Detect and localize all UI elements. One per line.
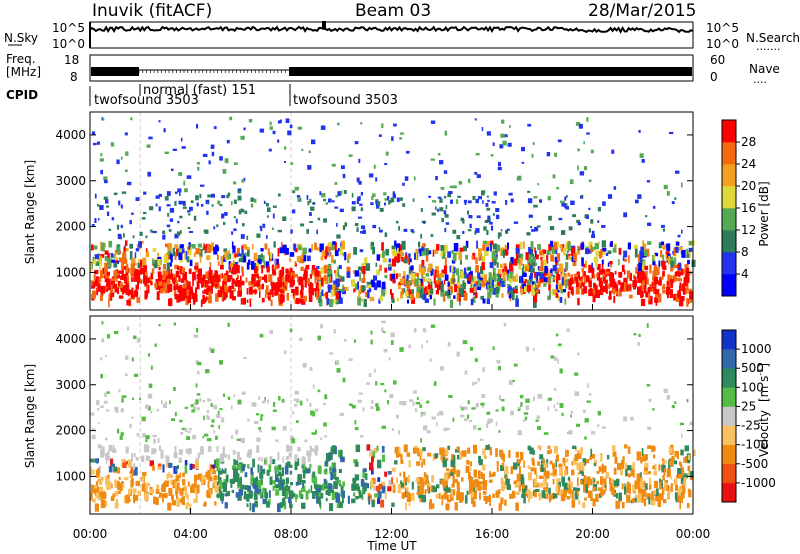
y-tick-label: 3000: [55, 174, 86, 188]
x-tick-label: 20:00: [575, 527, 610, 541]
velocity-colorbar-tick: -100: [741, 438, 768, 452]
velocity-colorbar-tick: 500: [741, 361, 764, 375]
power-colorbar-tick: 4: [741, 267, 749, 281]
velocity-colorbar-tick: -500: [741, 457, 768, 471]
colorbar-segment: [722, 142, 736, 165]
velocity-colorbar-tick: -1000: [741, 476, 776, 490]
velocity-label-units: [m s: [757, 376, 771, 402]
power-colorbar-tick: 16: [741, 201, 756, 215]
colorbar-segment: [722, 120, 736, 143]
noise-left-tick-top: 10^5: [52, 21, 85, 35]
velocity-colorbar-label: Velocity [m s-1]: [756, 363, 771, 457]
colorbar-segment: [722, 463, 736, 484]
cpid-segment-2: twofsound 3503: [293, 93, 398, 108]
freq-label-bottom: [MHz]: [6, 65, 41, 79]
x-tick-label: 16:00: [475, 527, 510, 541]
nave-tick-bottom: 0: [710, 70, 718, 84]
power-colorbar-tick: 20: [741, 179, 756, 193]
cpid-panel: CPID twofsound 3503 normal (fast) 151 tw…: [6, 83, 398, 108]
colorbar-segment: [722, 164, 736, 187]
colorbar-segment: [722, 444, 736, 465]
colorbar-segment: [722, 349, 736, 369]
power-colorbar-tick: 28: [741, 135, 756, 149]
power-colorbar-tick: 24: [741, 157, 756, 171]
power-colorbar: 28 24 20 16 12 8 4: [721, 119, 756, 297]
nave-label: Nave: [749, 62, 780, 76]
y-tick-label: 4000: [55, 128, 86, 142]
station-title: Inuvik (fitACF): [92, 1, 212, 21]
y-tick-label: 1000: [55, 469, 86, 483]
noise-trace: [89, 21, 694, 48]
velocity-y-axis: 1000 2000 3000 4000: [55, 332, 693, 483]
velocity-colorbar-tick: 1000: [741, 342, 772, 356]
noise-left-tick-bottom: 10^0: [52, 37, 85, 51]
y-tick-label: 3000: [55, 378, 86, 392]
colorbar-segment: [722, 230, 736, 253]
colorbar-segment: [722, 186, 736, 209]
colorbar-segment: [722, 330, 736, 350]
velocity-panel: 1000 2000 3000 4000 00:00 04:00 08:00 12:00 16:…: [23, 304, 776, 553]
cpid-label: CPID: [6, 88, 38, 102]
x-tick-label: 04:00: [173, 527, 208, 541]
colorbar-segment: [722, 368, 736, 388]
power-colorbar-tick: 8: [741, 245, 749, 259]
freq-tick-top: 18: [64, 53, 79, 67]
noise-left-label: N.Sky: [4, 31, 38, 45]
colorbar-segment: [722, 482, 736, 503]
noise-panel: N.Sky 10^5 10^0 10^5 10^0 N.Search .....…: [4, 21, 800, 53]
frequency-panel: Freq. [MHz] 18 8 60 0 Nave ....: [6, 52, 780, 86]
power-y-axis: 1000 2000 3000 4000: [55, 128, 693, 279]
velocity-label-close: ]: [757, 363, 771, 368]
x-tick-label: 12:00: [374, 527, 409, 541]
cpid-segment-0: twofsound 3503: [94, 93, 199, 108]
velocity-colorbar-tick: 25: [741, 399, 756, 413]
y-tick-label: 2000: [55, 220, 86, 234]
power-scatter: [90, 112, 696, 310]
colorbar-segment: [722, 406, 736, 426]
x-tick-label: 08:00: [274, 527, 309, 541]
x-tick-label: 00:00: [676, 527, 711, 541]
time-x-axis: 00:00 04:00 08:00 12:00 16:00 20:00 00:00: [73, 304, 711, 541]
nave-legend: ....: [753, 73, 767, 86]
y-tick-label: 4000: [55, 332, 86, 346]
noise-right-tick-bottom: 10^0: [706, 37, 739, 51]
colorbar-segment: [722, 252, 736, 275]
date-title: 28/Mar/2015: [588, 1, 696, 21]
freq-tick-bottom: 8: [70, 70, 78, 84]
noise-right-label: N.Search: [746, 31, 800, 45]
velocity-colorbar-tick: 100: [741, 380, 764, 394]
velocity-colorbar-tick: -25: [741, 419, 761, 433]
nave-tick-top: 60: [710, 53, 725, 67]
velocity-colorbar: 1000 500 100 25 -25 -100 -500 -1000: [721, 329, 776, 503]
velocity-label-exp: -1: [756, 368, 765, 376]
frequency-trace: [91, 67, 692, 76]
power-colorbar-tick: 12: [741, 223, 756, 237]
colorbar-segment: [722, 425, 736, 445]
velocity-scatter: [90, 316, 696, 514]
velocity-label-main: Velocity: [757, 410, 771, 457]
y-tick-label: 2000: [55, 424, 86, 438]
power-colorbar-label: Power [dB]: [757, 181, 771, 246]
noise-right-legend: .......: [756, 40, 780, 53]
colorbar-segment: [722, 208, 736, 231]
velocity-ylabel: Slant Range [km]: [23, 364, 37, 468]
colorbar-segment: [722, 387, 736, 407]
x-tick-label: 00:00: [73, 527, 108, 541]
power-panel: 1000 2000 3000 4000 Slant Range [km] 28 24 20…: [23, 111, 771, 311]
freq-label-top: Freq.: [6, 52, 36, 66]
beam-title: Beam 03: [355, 1, 431, 21]
power-ylabel: Slant Range [km]: [23, 160, 37, 264]
noise-right-tick-top: 10^5: [706, 21, 739, 35]
y-tick-label: 1000: [55, 265, 86, 279]
time-xlabel: Time UT: [366, 539, 417, 553]
colorbar-segment: [722, 274, 736, 297]
cpid-segment-1: normal (fast) 151: [143, 83, 256, 98]
